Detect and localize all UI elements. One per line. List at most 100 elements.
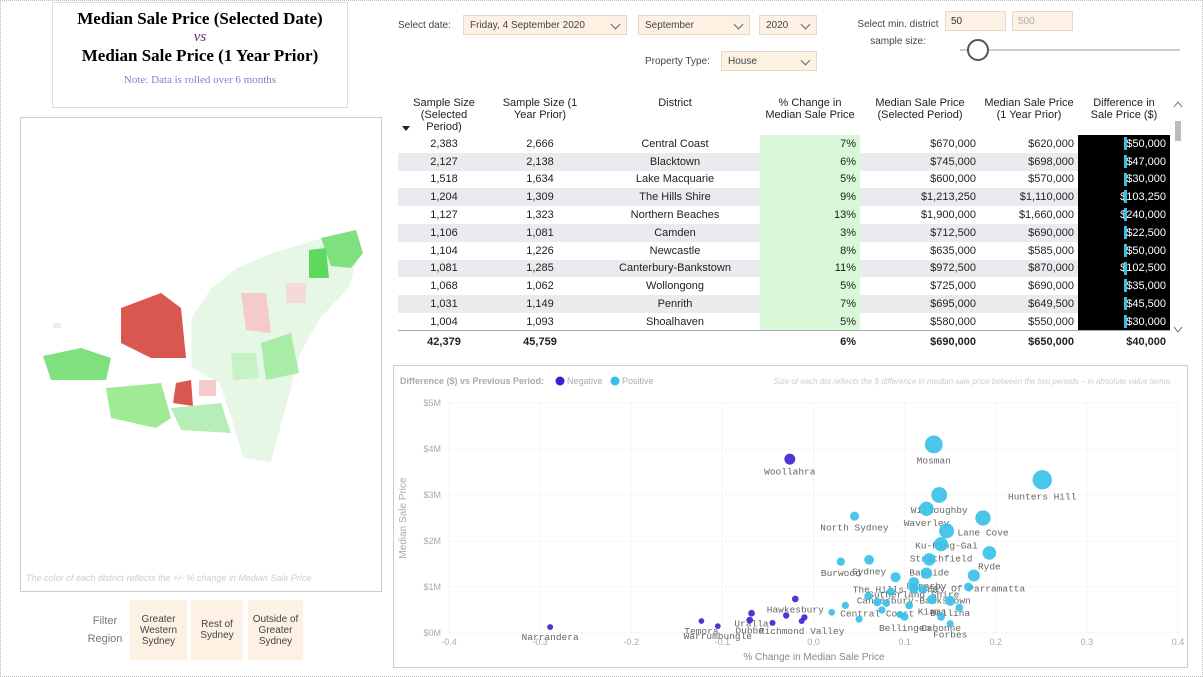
scatter-point bbox=[918, 584, 928, 594]
scatter-point bbox=[849, 511, 860, 521]
scatter-point bbox=[939, 523, 955, 539]
table-cell: $50,000 bbox=[1078, 135, 1170, 153]
scatter-point bbox=[828, 608, 836, 616]
table-cell: $620,000 bbox=[1028, 137, 1074, 150]
district bbox=[321, 230, 363, 268]
point-label: Cabonne bbox=[921, 623, 961, 634]
point-label: Waverley bbox=[904, 518, 950, 529]
legend-label: Positive bbox=[622, 376, 654, 386]
table-cell: $972,500 bbox=[860, 259, 980, 278]
slider[interactable] bbox=[955, 38, 1185, 62]
table-cell: 1,062 bbox=[526, 280, 554, 293]
scatter-point bbox=[746, 616, 754, 624]
table-cell: $670,000 bbox=[930, 137, 976, 150]
scatter-point bbox=[896, 610, 904, 619]
table-cell: $1,900,000 bbox=[920, 209, 976, 222]
table-cell: 1,106 bbox=[398, 223, 490, 242]
month-dropdown[interactable]: September bbox=[638, 15, 750, 35]
scatter-point bbox=[748, 609, 755, 617]
table-cell: Blacktown bbox=[590, 152, 760, 171]
point-label: Kiama bbox=[918, 606, 947, 617]
table-cell: Central Coast bbox=[641, 137, 709, 150]
point-label: North Sydney bbox=[820, 523, 889, 534]
map-note: The color of each district reflects the … bbox=[26, 573, 312, 583]
district bbox=[199, 380, 216, 396]
scatter-point bbox=[931, 487, 948, 503]
slider-thumb[interactable] bbox=[967, 39, 989, 61]
table-cell: $649,500 bbox=[980, 295, 1078, 313]
scatter-point bbox=[841, 601, 850, 610]
scrollbar[interactable] bbox=[1172, 97, 1184, 337]
sort-arrow bbox=[402, 126, 410, 131]
table-row: 1,104 1,226 Newcastle 8% $635,000 $585,000 $50… bbox=[398, 241, 1170, 260]
region-button[interactable]: Greater Western Sydney bbox=[130, 600, 187, 660]
min-input[interactable]: 50 bbox=[945, 11, 1006, 31]
year-dropdown[interactable]: 2020 bbox=[759, 15, 817, 35]
column-header: Median Sale Price (1 Year Prior) bbox=[984, 97, 1074, 121]
y-tick-label: $4M bbox=[423, 444, 441, 454]
scatter-point bbox=[982, 546, 997, 560]
property-dropdown[interactable]: House bbox=[721, 51, 817, 71]
table-cell: $1,110,000 bbox=[980, 188, 1078, 207]
x-tick-label: 0.3 bbox=[1081, 637, 1094, 647]
table-row: 1,106 1,081 Camden 3% $712,500 $690,000 $22,50… bbox=[398, 223, 1170, 242]
table-container: Sample Size (Selected Period) Sample Size… bbox=[398, 97, 1170, 353]
header-row: Sample Size (Selected Period) Sample Size… bbox=[398, 97, 1170, 135]
legend-marker bbox=[610, 376, 620, 386]
scatter-point bbox=[920, 567, 933, 579]
table-cell: 1,285 bbox=[490, 259, 590, 278]
table-cell: Shoalhaven bbox=[645, 315, 705, 328]
table-cell: 1,634 bbox=[526, 173, 554, 186]
table-row: 1,031 1,149 Penrith 7% $695,000 $649,500 $45,5… bbox=[398, 295, 1170, 313]
table-cell: $690,000 bbox=[980, 223, 1078, 242]
table-row: 42,379 45,759 6% $690,000 $650,000 $40,000 bbox=[398, 330, 1170, 353]
scatter-point bbox=[937, 612, 945, 621]
scroll-thumb[interactable] bbox=[1175, 121, 1181, 141]
point-label: Temora bbox=[684, 626, 719, 637]
point-label: Sydney bbox=[852, 567, 887, 578]
table-cell: 8% bbox=[760, 241, 860, 260]
column-header: Difference in Sale Price ($) bbox=[1090, 97, 1158, 121]
scroll-down[interactable] bbox=[1173, 326, 1183, 333]
region-button[interactable]: Outside of Greater Sydney bbox=[248, 600, 303, 660]
scatter-point bbox=[905, 601, 914, 610]
table-cell: Lake Macquarie bbox=[635, 173, 715, 186]
scatter-point bbox=[955, 603, 964, 612]
table-cell: $600,000 bbox=[930, 173, 976, 186]
max-input[interactable]: 500 bbox=[1012, 11, 1073, 31]
table-cell: $30,000 bbox=[1078, 170, 1170, 189]
table-cell: 1,104 bbox=[430, 244, 458, 257]
table-cell: 1,226 bbox=[526, 244, 554, 257]
table-cell: 9% bbox=[760, 188, 860, 207]
table-cell: $35,000 bbox=[1078, 277, 1170, 296]
table-cell: 5% bbox=[760, 170, 860, 189]
scroll-up[interactable] bbox=[1173, 101, 1183, 108]
table-cell: $635,000 bbox=[930, 244, 976, 257]
point-label: Willoughby bbox=[911, 505, 968, 516]
chart-subtitle: Size of each dot reflects the $ differen… bbox=[774, 377, 1172, 386]
title: Median Sale Price (Selected Date) bbox=[77, 9, 323, 28]
scatter-point bbox=[864, 592, 873, 601]
legend-marker bbox=[555, 376, 565, 386]
table-cell: 6% bbox=[760, 330, 860, 353]
legend-label: Negative bbox=[567, 376, 603, 386]
table-cell: 1,204 bbox=[398, 188, 490, 207]
scatter-point bbox=[791, 595, 799, 603]
table-cell: Wollongong bbox=[646, 280, 704, 293]
table-cell: Canterbury-Bankstown bbox=[590, 259, 760, 278]
table-cell: The Hills Shire bbox=[590, 188, 760, 207]
scatter-point bbox=[784, 453, 796, 465]
scatter-point bbox=[890, 572, 901, 583]
table-cell: 11% bbox=[760, 259, 860, 278]
table-cell: 1,081 bbox=[490, 223, 590, 242]
point-label: City Of Parramatta bbox=[923, 584, 1026, 595]
date-dropdown[interactable]: Friday, 4 September 2020 bbox=[463, 15, 627, 35]
table-cell: $695,000 bbox=[860, 295, 980, 313]
x-axis-label: % Change in Median Sale Price bbox=[743, 652, 885, 663]
filter-label: Filter Region bbox=[87, 615, 123, 645]
point-label: Strathfield bbox=[910, 553, 973, 564]
table-cell: 2,138 bbox=[490, 152, 590, 171]
table-cell: 2,127 bbox=[398, 152, 490, 171]
region-button[interactable]: Rest of Sydney bbox=[191, 600, 243, 660]
map bbox=[43, 230, 363, 464]
